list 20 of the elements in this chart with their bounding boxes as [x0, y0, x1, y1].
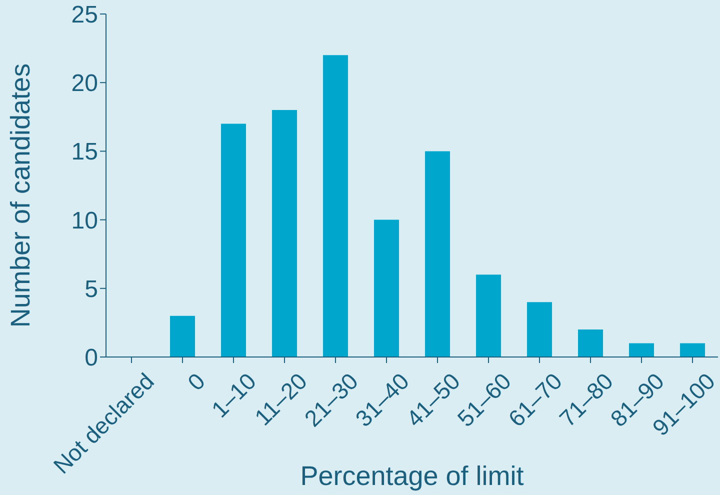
y-tick-label: 20 [71, 70, 98, 98]
bar [272, 110, 297, 357]
y-tick-label: 0 [84, 344, 98, 372]
y-axis-title: Number of candidates [6, 63, 36, 328]
bar [425, 151, 450, 357]
bar [578, 330, 603, 357]
x-tick-label: 0 [182, 368, 210, 396]
bar [629, 343, 654, 357]
bar [527, 302, 552, 357]
y-tick-label: 25 [71, 2, 98, 29]
y-tick-label: 5 [84, 276, 98, 303]
bar [323, 55, 348, 357]
bar [170, 316, 195, 357]
bar [221, 124, 246, 357]
y-tick-label: 15 [71, 138, 98, 166]
bar [680, 343, 705, 357]
y-tick-label: 10 [71, 207, 98, 234]
bar [476, 274, 501, 357]
x-axis-title: Percentage of limit [300, 461, 524, 491]
bar [374, 220, 399, 357]
